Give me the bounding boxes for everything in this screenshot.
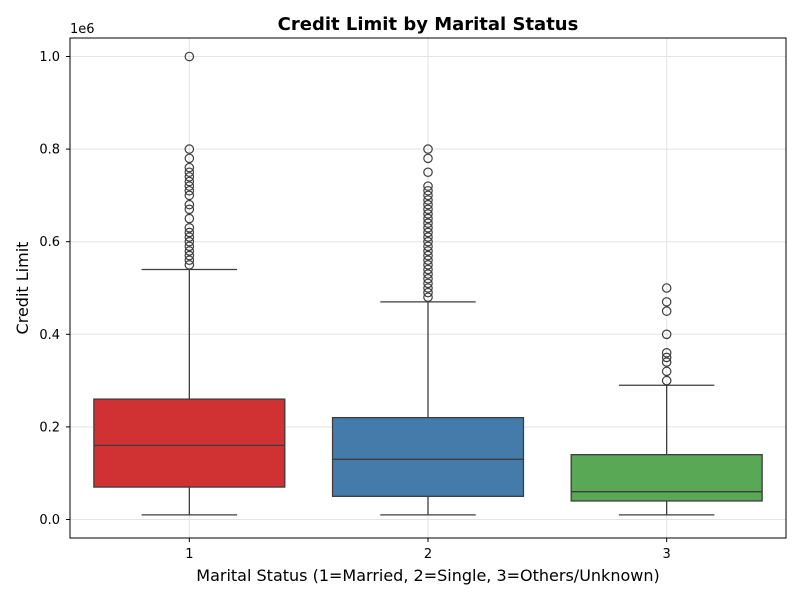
y-tick-label: 0.2 (39, 420, 60, 435)
outlier-point (184, 223, 195, 233)
box-body (331, 416, 525, 497)
outlier-point (423, 255, 433, 266)
outlier-point (423, 283, 433, 293)
x-tick-label: 3 (663, 547, 671, 562)
x-tick-label: 2 (424, 547, 432, 562)
outlier-point (423, 199, 433, 210)
outlier-point (423, 241, 433, 252)
outlier-point (423, 167, 433, 178)
outlier-point (184, 153, 195, 164)
outlier-point (423, 269, 433, 279)
y-tick-label: 0.4 (39, 328, 60, 343)
outlier-point (184, 144, 195, 154)
outlier-point (184, 190, 195, 201)
outlier-point (423, 223, 433, 233)
outlier-point (184, 199, 195, 210)
box-body (93, 398, 286, 488)
boxes (93, 51, 763, 516)
outlier-point (423, 287, 433, 298)
outlier-point (423, 153, 433, 164)
outlier-point (184, 162, 195, 173)
outlier-point (661, 306, 672, 316)
outlier-point (184, 204, 195, 215)
axes: 0.0 0.2 0.4 0.6 0.8 1.0 1 2 3 (39, 50, 670, 562)
outlier-point (661, 375, 672, 386)
outlier-point (184, 172, 195, 182)
outlier-point (661, 366, 672, 377)
outlier-point (423, 144, 433, 154)
outlier-point (661, 348, 672, 358)
outlier-point (423, 236, 433, 247)
outlier-point (184, 241, 195, 252)
box-group-2 (331, 144, 525, 516)
outlier-point (184, 51, 195, 62)
outlier-point (184, 250, 195, 261)
y-axis-offset-label: 1e6 (70, 22, 95, 37)
y-tick-label: 0.8 (39, 143, 60, 158)
outlier-point (423, 185, 433, 196)
outlier-point (184, 236, 195, 247)
outlier-point (423, 181, 433, 191)
outlier-point (423, 273, 433, 284)
x-tick-label: 1 (185, 547, 193, 562)
outlier-point (423, 227, 433, 238)
box-group-1 (93, 51, 286, 516)
outlier-point (184, 260, 195, 270)
outlier-point (661, 283, 672, 293)
outlier-point (423, 232, 433, 242)
x-axis-label: Marital Status (1=Married, 2=Single, 3=O… (196, 566, 659, 585)
outlier-point (423, 250, 433, 261)
box-group-3 (570, 283, 763, 516)
y-tick-label: 1.0 (39, 50, 60, 65)
y-axis-label: Credit Limit (13, 242, 32, 335)
outlier-point (423, 292, 433, 303)
box-body (570, 454, 763, 502)
outlier-point (661, 352, 672, 363)
outlier-point (184, 246, 195, 256)
outlier-point (184, 185, 195, 196)
outlier-point (184, 213, 195, 224)
outlier-point (423, 278, 433, 289)
outlier-point (423, 246, 433, 256)
outlier-point (184, 255, 195, 266)
outlier-point (423, 264, 433, 275)
outlier-point (184, 181, 195, 191)
chart-title: Credit Limit by Marital Status (278, 14, 579, 35)
outlier-point (423, 213, 433, 224)
outlier-point (423, 260, 433, 270)
outlier-point (184, 176, 195, 187)
outlier-point (661, 329, 672, 340)
outlier-point (184, 232, 195, 242)
outlier-point (661, 357, 672, 367)
outlier-point (184, 227, 195, 238)
outlier-point (423, 209, 433, 219)
outlier-point (423, 218, 433, 228)
y-tick-label: 0.6 (39, 235, 60, 250)
outlier-point (423, 204, 433, 215)
y-tick-label: 0.0 (39, 513, 60, 528)
outlier-point (423, 190, 433, 201)
outlier-point (423, 195, 433, 205)
outlier-point (184, 167, 195, 178)
outlier-point (661, 297, 672, 307)
